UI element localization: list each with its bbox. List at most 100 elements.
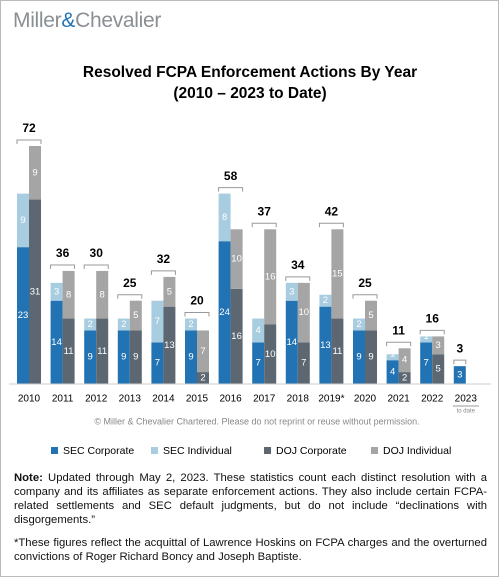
bar-segment <box>84 330 97 384</box>
value-label: 2 <box>88 319 93 330</box>
x-tick-label: 2023 <box>455 394 478 405</box>
value-label: 2 <box>402 373 407 384</box>
bar-segment <box>353 318 365 331</box>
x-tick-label: 2012 <box>85 394 108 405</box>
value-label: 7 <box>256 358 261 369</box>
value-label: 5 <box>368 310 373 321</box>
bar-segment <box>297 282 310 343</box>
value-label: 13 <box>320 340 331 351</box>
legend-label: SEC Corporate <box>63 445 134 457</box>
logo-amp: & <box>61 9 76 32</box>
bar-segment <box>50 300 63 384</box>
bar-segment <box>117 318 130 331</box>
total-bracket <box>251 222 277 228</box>
value-label: 1 <box>390 349 395 360</box>
bar-segment <box>62 318 75 384</box>
total-bracket <box>352 294 378 299</box>
total-label: 11 <box>392 323 405 337</box>
total-bracket <box>83 264 109 269</box>
bar-segment <box>129 300 142 331</box>
legend-label: DOJ Corporate <box>276 445 347 457</box>
total-label: 37 <box>258 204 272 218</box>
total-bracket <box>150 270 176 275</box>
chart-title: Resolved FCPA Enforcement Actions By Yea… <box>83 64 417 81</box>
value-label: 16 <box>231 331 242 342</box>
total-bracket <box>16 139 42 144</box>
bar-segment <box>185 330 197 384</box>
bar-segment <box>285 300 298 384</box>
value-label: 10 <box>299 307 310 318</box>
value-label: 24 <box>219 307 230 318</box>
value-label: 11 <box>332 346 342 357</box>
value-label: 11 <box>64 346 74 357</box>
value-label: 9 <box>32 167 37 178</box>
x-tick-label: 2014 <box>152 394 175 405</box>
value-label: 31 <box>30 286 41 297</box>
total-label: 58 <box>224 169 238 183</box>
bar-segment <box>386 354 399 361</box>
value-label: 14 <box>51 337 62 348</box>
value-label: 8 <box>100 289 105 300</box>
value-label: 5 <box>133 310 138 321</box>
value-label: 10 <box>265 349 276 360</box>
bar-segment <box>151 342 164 384</box>
value-label: 9 <box>121 352 126 363</box>
legend-swatch <box>371 447 378 454</box>
x-tick-label: 2019* <box>318 394 344 405</box>
total-label: 42 <box>325 204 339 218</box>
logo-text: Miller <box>13 9 62 32</box>
bar-segment <box>264 229 277 325</box>
bar-segment <box>129 330 142 384</box>
total-bracket <box>318 222 344 228</box>
x-tick-label: 2022 <box>421 394 444 405</box>
bar-segment <box>252 342 265 384</box>
bar-segment <box>17 193 29 248</box>
total-bracket <box>453 359 467 365</box>
value-label: 4 <box>390 367 395 378</box>
value-label: 5 <box>167 286 172 297</box>
value-label: 2 <box>356 319 361 330</box>
bar-segment <box>163 276 176 307</box>
bar-segment <box>420 342 433 384</box>
bar-segment <box>117 330 130 384</box>
legend-swatch <box>151 447 158 454</box>
value-label: 1 <box>424 331 429 342</box>
total-label: 72 <box>22 121 36 135</box>
bar-segment <box>398 348 411 373</box>
bar-segment <box>264 324 277 384</box>
bar-segment <box>96 318 109 384</box>
bar-segment <box>297 342 310 384</box>
bar-segment <box>62 270 75 319</box>
value-label: 2 <box>323 295 328 306</box>
total-label: 36 <box>56 246 70 260</box>
value-label: 2 <box>200 373 205 384</box>
note: Note: Updated through May 2, 2023. These… <box>14 471 487 527</box>
legend-label: DOJ Individual <box>383 445 451 457</box>
bar-segment <box>230 229 243 289</box>
value-label: 15 <box>332 268 343 279</box>
bar-segment <box>353 330 365 384</box>
bar-segment <box>331 229 344 319</box>
value-label: 7 <box>200 346 205 357</box>
bar-segment <box>365 300 377 331</box>
value-label: 3 <box>457 370 462 381</box>
value-label: 9 <box>356 352 361 363</box>
bar-segment <box>96 270 109 319</box>
bar-segment <box>365 330 377 384</box>
bar-segment <box>151 300 164 343</box>
value-label: 11 <box>97 346 107 357</box>
legend-swatch <box>51 447 58 454</box>
chart: Resolved FCPA Enforcement Actions By Yea… <box>9 64 491 457</box>
bar-segment <box>197 330 209 373</box>
logo: Miller&Chevalier <box>13 9 161 33</box>
bar-segment <box>163 306 176 384</box>
value-label: 8 <box>222 212 227 223</box>
value-label: 9 <box>188 352 193 363</box>
x-tick-label: 2021 <box>387 394 410 405</box>
total-label: 34 <box>291 258 305 272</box>
x-tick-label: 2013 <box>119 394 142 405</box>
bar-segment <box>84 318 97 331</box>
legend-swatch <box>264 447 271 454</box>
bar-segment <box>386 360 399 384</box>
value-label: 3 <box>289 286 294 297</box>
